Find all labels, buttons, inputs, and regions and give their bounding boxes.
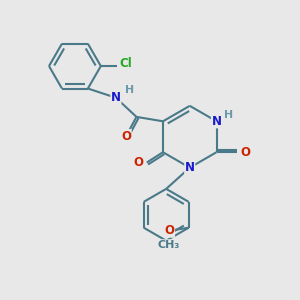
Text: H: H (125, 85, 135, 95)
Text: O: O (121, 130, 131, 142)
Text: CH₃: CH₃ (158, 240, 180, 250)
Text: O: O (240, 146, 250, 159)
Text: N: N (111, 91, 121, 104)
Text: O: O (134, 156, 143, 169)
Text: Cl: Cl (119, 57, 132, 70)
Text: N: N (212, 115, 221, 128)
Text: O: O (164, 224, 175, 237)
Text: N: N (185, 161, 195, 174)
Text: H: H (224, 110, 233, 120)
